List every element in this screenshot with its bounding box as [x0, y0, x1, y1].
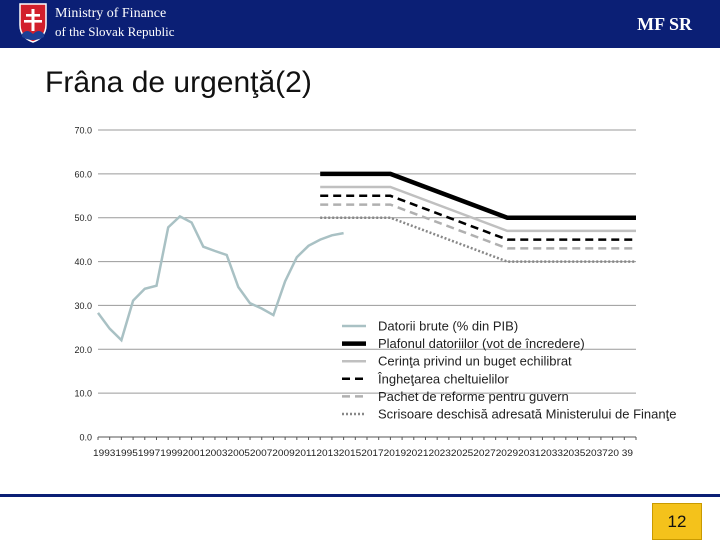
- footer-divider: [0, 494, 720, 497]
- series-line-1: [96, 214, 344, 343]
- y-tick-label: 70.0: [74, 126, 92, 136]
- y-tick-label: 60.0: [74, 169, 92, 179]
- legend-label-1: Datorii brute (% din PIB): [378, 319, 518, 334]
- y-tick-label: 20.0: [74, 345, 92, 355]
- y-tick-label: 40.0: [74, 257, 92, 267]
- slovak-coat-of-arms-icon: [19, 3, 47, 43]
- y-tick-label: 30.0: [74, 301, 92, 311]
- legend-label-2: Plafonul datoriilor (vot de încredere): [378, 336, 585, 351]
- y-tick-label: 50.0: [74, 213, 92, 223]
- y-tick-label: 0.0: [79, 433, 92, 443]
- ministry-subtitle: of the Slovak Republic: [55, 24, 175, 39]
- legend-label-4: Îngheţarea cheltuielilor: [377, 371, 509, 386]
- legend-label-3: Cerinţa privind un buget echilibrat: [378, 354, 572, 369]
- x-tick-labels: 1993199519971999200120032005200720092011…: [93, 448, 633, 459]
- legend-label-5: Pachet de reforme pentru guvern: [378, 389, 569, 404]
- brand-label: MF SR: [637, 14, 692, 34]
- legend-label-6: Scrisoare deschisă adresată Ministerului…: [378, 407, 676, 422]
- series-line-2: [320, 171, 636, 220]
- series-line-3: [320, 185, 636, 233]
- y-tick-label: 10.0: [74, 389, 92, 399]
- series-line-5: [320, 203, 636, 250]
- slide-header: Ministry of Finance of the Slovak Republ…: [0, 0, 720, 48]
- series-line-6: [320, 216, 636, 263]
- ministry-name: Ministry of Finance: [55, 6, 167, 21]
- page-number: 12: [652, 503, 702, 540]
- series-line-4: [320, 194, 636, 241]
- slide-title: Frâna de urgenţă(2): [45, 66, 312, 99]
